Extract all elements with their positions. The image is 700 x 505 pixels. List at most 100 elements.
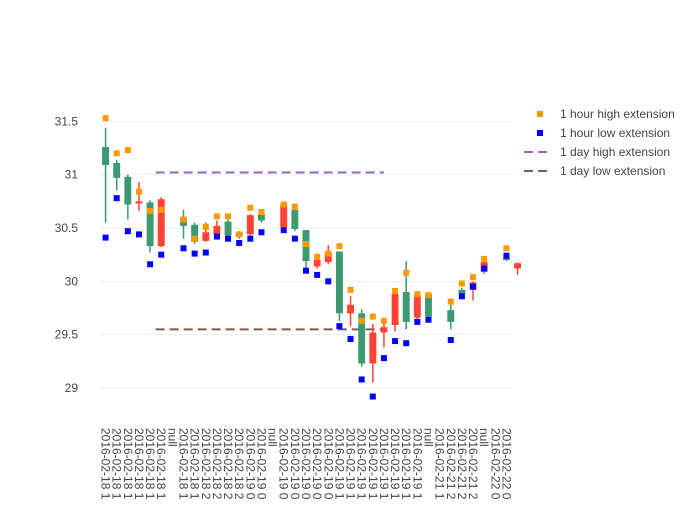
candle-body bbox=[146, 202, 154, 247]
y-axis: 29 29.5 30 30.5 31 31.5 bbox=[55, 114, 79, 395]
hour-low-extension-marker bbox=[470, 283, 477, 290]
hour-high-extension-marker bbox=[314, 253, 321, 260]
x-tick-label: 2016-02-19 1 bbox=[366, 428, 380, 500]
x-tick-label: 2016-02-21 2 bbox=[466, 428, 480, 500]
y-tick-label: 30 bbox=[65, 274, 79, 288]
x-tick-label: 2016-02-18 1 bbox=[177, 428, 191, 500]
candle-body bbox=[291, 209, 299, 230]
hour-high-extension-marker bbox=[158, 206, 165, 213]
x-tick-label: null bbox=[266, 428, 280, 447]
legend-item-hour-high[interactable]: 1 hour high extension bbox=[537, 107, 675, 121]
hour-high-extension-marker bbox=[225, 213, 232, 220]
hour-low-extension-marker bbox=[303, 267, 309, 274]
candle-body bbox=[191, 224, 199, 242]
hour-low-extension-marker bbox=[225, 235, 232, 242]
hour-low-extension-marker bbox=[481, 265, 488, 272]
hour-high-extension-marker bbox=[403, 269, 410, 276]
candle-body bbox=[213, 225, 221, 235]
candle bbox=[514, 262, 522, 275]
hour-high-extension-marker bbox=[392, 287, 399, 294]
candle-body bbox=[458, 289, 466, 295]
legend-item-day-low[interactable]: 1 day low extension bbox=[524, 164, 665, 178]
legend-item-day-high[interactable]: 1 day high extension bbox=[524, 145, 670, 159]
x-tick-label: 2016-02-21 2 bbox=[455, 428, 469, 500]
candle bbox=[180, 209, 187, 239]
legend-label: 1 hour low extension bbox=[560, 126, 670, 140]
hour-low-extension-marker bbox=[135, 231, 142, 238]
hour-high-extension-marker bbox=[213, 213, 220, 220]
candle bbox=[347, 296, 354, 327]
hour-high-extension-marker bbox=[503, 245, 510, 252]
hour-low-extension-marker bbox=[458, 293, 465, 300]
hour-low-extension-marker bbox=[325, 278, 332, 285]
hour-high-extension-marker bbox=[124, 147, 131, 154]
hour-low-extension-marker bbox=[347, 335, 354, 342]
x-tick-label: 2016-02-19 0 bbox=[277, 428, 291, 500]
hour-high-extension-marker bbox=[236, 231, 243, 238]
hour-low-extension-marker bbox=[147, 261, 154, 268]
hour-low-extension-marker bbox=[403, 340, 410, 347]
candle bbox=[380, 321, 388, 348]
candle-body bbox=[224, 221, 232, 236]
hour-low-extension-marker bbox=[503, 252, 510, 259]
x-tick-label: 2016-02-19 1 bbox=[344, 428, 358, 500]
candle bbox=[113, 159, 121, 191]
y-tick-label: 29.5 bbox=[55, 328, 79, 342]
legend[interactable]: 1 hour high extension 1 hour low extensio… bbox=[524, 107, 675, 178]
extension-markers bbox=[102, 115, 510, 400]
hour-high-extension-marker bbox=[280, 201, 287, 208]
candle bbox=[335, 251, 343, 321]
legend-label: 1 hour high extension bbox=[560, 107, 675, 121]
hour-high-extension-marker bbox=[481, 255, 488, 262]
hour-high-extension-marker bbox=[336, 243, 343, 250]
x-tick-label: 2016-02-18 2 bbox=[221, 428, 235, 500]
hour-low-extension-marker bbox=[280, 227, 287, 234]
candle bbox=[124, 174, 132, 220]
hour-high-extension-marker bbox=[113, 150, 120, 157]
hour-low-extension-marker bbox=[258, 229, 265, 236]
candles bbox=[102, 127, 522, 383]
candle-body bbox=[135, 201, 143, 204]
legend-label: 1 day high extension bbox=[560, 145, 670, 159]
x-tick-label: 2016-02-19 1 bbox=[410, 428, 424, 500]
x-tick-label: 2016-02-19 0 bbox=[321, 428, 335, 500]
x-tick-label: 2016-02-22 0 bbox=[499, 428, 513, 500]
x-tick-label: 2016-02-18 2 bbox=[199, 428, 213, 500]
hour-high-extension-marker bbox=[303, 241, 309, 247]
candle-body bbox=[502, 257, 510, 260]
candle-body bbox=[380, 327, 388, 333]
hour-low-extension-marker bbox=[158, 251, 165, 258]
y-tick-label: 31.5 bbox=[55, 114, 79, 128]
hour-low-extension-marker bbox=[425, 316, 432, 323]
hour-high-extension-marker bbox=[202, 223, 209, 230]
hour-high-extension-marker bbox=[358, 317, 365, 324]
candle-body bbox=[313, 260, 321, 267]
x-tick-label: 2016-02-19 1 bbox=[399, 428, 413, 500]
day-extension-lines bbox=[155, 171, 384, 331]
hour-low-extension-marker bbox=[102, 234, 109, 241]
candle-body bbox=[202, 232, 210, 241]
candle-body bbox=[369, 332, 377, 364]
candle bbox=[224, 219, 232, 238]
hour-high-extension-marker bbox=[414, 291, 421, 298]
candle bbox=[302, 230, 310, 269]
x-tick-label: 2016-02-19 0 bbox=[288, 428, 302, 500]
hour-low-extension-marker bbox=[236, 239, 243, 246]
grid-layer bbox=[100, 120, 512, 389]
candle-body bbox=[124, 176, 132, 205]
hour-low-extension-marker bbox=[247, 235, 254, 242]
hour-low-extension-marker bbox=[291, 235, 298, 242]
x-tick-label: 2016-02-19 0 bbox=[310, 428, 324, 500]
candle-body bbox=[347, 304, 354, 314]
candle-body bbox=[157, 199, 165, 247]
x-tick-label: 2016-02-19 0 bbox=[243, 428, 257, 500]
x-tick-label: 2016-02-22 0 bbox=[488, 428, 502, 500]
candle bbox=[391, 289, 399, 332]
legend-item-hour-low[interactable]: 1 hour low extension bbox=[537, 126, 670, 140]
hour-low-extension-marker bbox=[314, 271, 321, 278]
y-tick-label: 30.5 bbox=[55, 221, 79, 235]
x-tick-label: 2016-02-19 1 bbox=[355, 428, 369, 500]
x-tick-label: 2016-02-19 1 bbox=[377, 428, 391, 500]
